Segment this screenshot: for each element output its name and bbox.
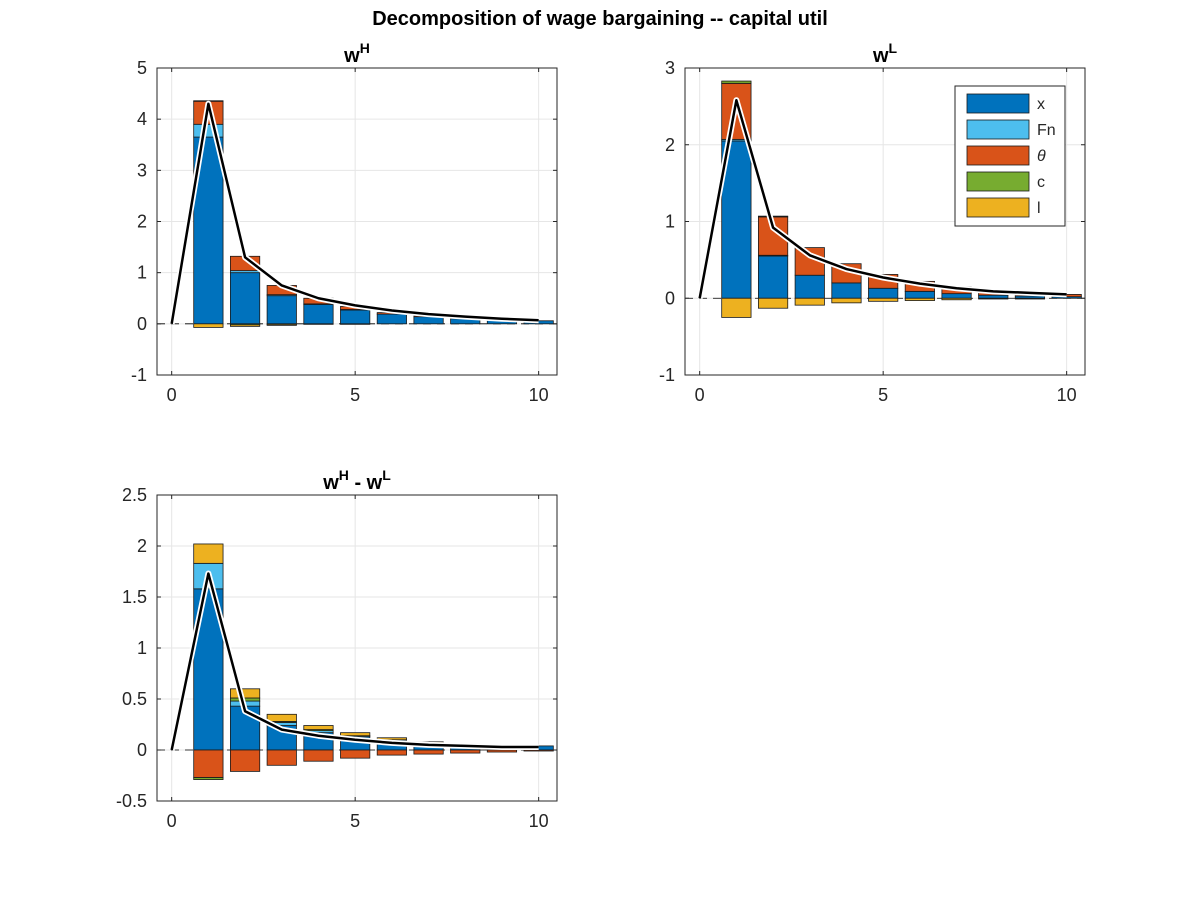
- y-tick-label: -1: [659, 365, 675, 385]
- bar-x-t7: [941, 293, 972, 299]
- x-tick-label: 5: [350, 811, 360, 831]
- bar-l-t3: [266, 713, 297, 722]
- legend-swatch-theta: [966, 145, 1030, 166]
- bar-c-t1: [193, 777, 224, 780]
- bar-l-t8: [978, 297, 1009, 300]
- bar-x-t1: [193, 136, 224, 325]
- y-tick-label: 1.5: [122, 587, 147, 607]
- bar-l-t4: [303, 323, 334, 325]
- panel-title: wH - wL: [322, 467, 391, 494]
- bar-l-t1: [193, 323, 224, 328]
- y-tick-label: 2: [137, 212, 147, 232]
- legend-label-theta: θ: [1037, 148, 1046, 165]
- y-tick-label: 5: [137, 58, 147, 78]
- bar-x-t4: [831, 282, 862, 299]
- y-tick-label: 2.5: [122, 485, 147, 505]
- bar-theta-t9: [486, 749, 518, 753]
- total-line: [170, 102, 539, 325]
- y-tick-label: 1: [665, 212, 675, 232]
- bar-l-t5: [340, 732, 371, 737]
- figure-title: Decomposition of wage bargaining -- capi…: [372, 8, 828, 30]
- bar-theta-t10: [523, 749, 554, 752]
- panel-title: wL: [872, 40, 898, 67]
- panel-wh-minus-wl: 0 5 10 -0.5 0 0.5 1 1.5 2 2.5 wH - wL: [116, 467, 558, 831]
- y-tick-label: 0: [137, 314, 147, 334]
- legend-label-Fn: Fn: [1037, 122, 1056, 139]
- bar-x-t6: [904, 290, 935, 299]
- bar-theta-t3: [266, 749, 297, 766]
- x-tick-label: 10: [1057, 385, 1077, 405]
- y-tick-label: 2: [137, 536, 147, 556]
- x-tick-label: 10: [529, 385, 549, 405]
- bar-l-t2: [229, 324, 261, 327]
- y-tick-label: 0: [665, 288, 675, 308]
- bar-l-t5: [868, 297, 899, 302]
- y-tick-label: -0.5: [116, 791, 147, 811]
- legend-label-c: c: [1037, 174, 1045, 191]
- x-tick-label: 5: [878, 385, 888, 405]
- bar-l-t4: [303, 725, 334, 731]
- bar-l-t5: [340, 323, 371, 325]
- bar-c-t1: [721, 80, 752, 84]
- x-tick-label: 0: [167, 811, 177, 831]
- bar-theta-t5: [340, 749, 371, 759]
- bar-x-t2: [229, 272, 261, 325]
- y-tick-label: 3: [137, 160, 147, 180]
- bar-theta-t2: [229, 749, 261, 772]
- bar-theta-t7: [413, 749, 444, 755]
- bar-x-t8: [978, 294, 1009, 299]
- y-tick-label: 4: [137, 109, 147, 129]
- bar-theta-t6: [376, 749, 407, 756]
- bar-l-t7: [941, 297, 972, 301]
- legend-swatch-l: [966, 197, 1030, 218]
- y-tick-label: 0: [137, 740, 147, 760]
- panel-wh: 0 5 10 -1 0 1 2 3 4 5 wH: [131, 40, 558, 405]
- bar-x-t4: [303, 303, 334, 325]
- legend-swatch-x: [966, 93, 1030, 114]
- bar-l-t4: [831, 297, 862, 304]
- bar-theta-t1: [193, 749, 224, 778]
- bar-x-t6: [376, 313, 407, 325]
- bar-c-t2: [757, 215, 789, 218]
- y-tick-label: 3: [665, 58, 675, 78]
- bar-l-t6: [904, 297, 935, 301]
- y-tick-label: -1: [131, 365, 147, 385]
- bar-theta-t4: [303, 749, 334, 762]
- y-tick-label: 1: [137, 263, 147, 283]
- legend-label-l: l: [1037, 200, 1041, 217]
- bar-l-t1: [721, 297, 752, 318]
- bar-l-t2: [229, 688, 261, 699]
- y-tick-label: 0.5: [122, 689, 147, 709]
- x-tick-label: 5: [350, 385, 360, 405]
- legend-swatch-Fn: [966, 119, 1030, 140]
- bar-l-t1: [193, 543, 224, 564]
- bar-l-t3: [794, 297, 825, 306]
- bar-l-t9: [1014, 297, 1046, 300]
- legend-label-x: x: [1037, 96, 1045, 113]
- bar-x-t5: [868, 287, 899, 299]
- bar-theta-t8: [450, 749, 481, 754]
- total-line: [170, 572, 539, 751]
- panel-title: wH: [343, 40, 370, 67]
- total-line: [698, 98, 1067, 299]
- bar-x-t3: [794, 274, 825, 299]
- x-tick-label: 10: [529, 811, 549, 831]
- y-tick-label: 1: [137, 638, 147, 658]
- panel-wl: 0 5 10 -1 0 1 2 3 wL x Fn θcl: [659, 40, 1086, 405]
- x-tick-label: 0: [695, 385, 705, 405]
- x-tick-label: 0: [167, 385, 177, 405]
- bar-l-t2: [757, 297, 789, 309]
- bar-x-t5: [340, 309, 371, 325]
- legend-swatch-c: [966, 171, 1030, 192]
- bar-l-t3: [266, 323, 297, 326]
- bar-x-t3: [266, 295, 297, 325]
- y-tick-label: 2: [665, 135, 675, 155]
- bar-x-t2: [757, 255, 789, 299]
- legend: x Fn θcl: [954, 85, 1066, 227]
